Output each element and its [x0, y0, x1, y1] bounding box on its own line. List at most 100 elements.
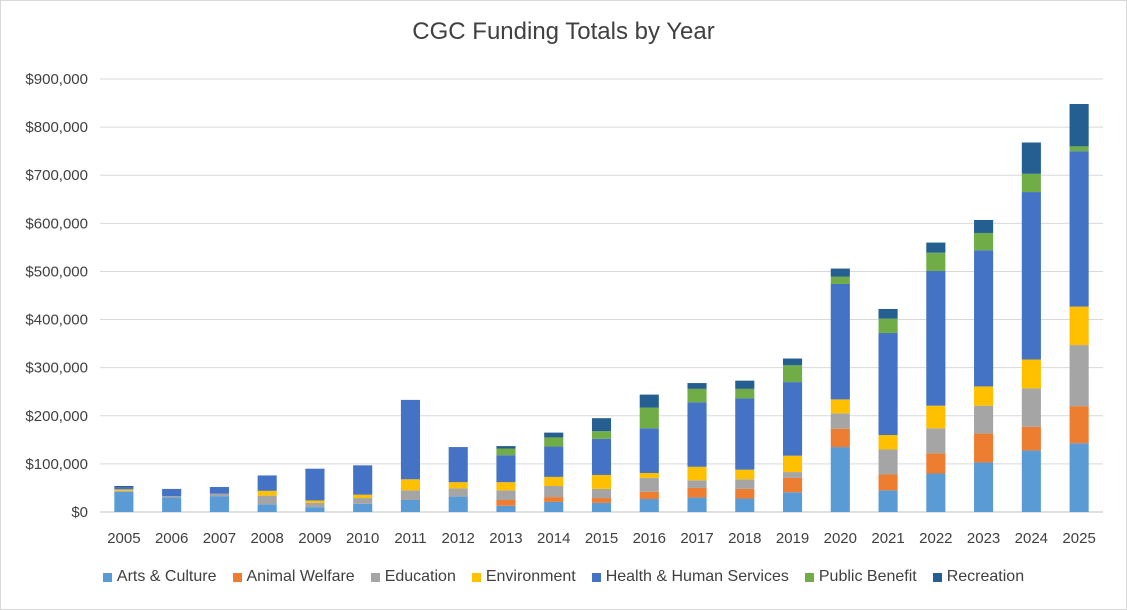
bar-segment — [782, 492, 803, 512]
legend-label: Environment — [485, 568, 576, 585]
bar-segment — [926, 242, 946, 253]
bar-segment — [448, 488, 468, 497]
legend-label: Education — [384, 568, 456, 585]
x-tick-label: 2007 — [203, 530, 236, 547]
bar-segment — [591, 431, 612, 439]
legend-item: Public Benefit — [804, 568, 917, 586]
bar-segment — [735, 380, 755, 389]
bar-segment — [400, 490, 421, 500]
x-tick-label: 2014 — [537, 530, 570, 547]
legend-swatch — [932, 572, 942, 582]
x-tick-label: 2006 — [155, 530, 188, 547]
bar-segment — [400, 399, 421, 480]
bar-segment — [782, 358, 803, 366]
y-tick-label: $200,000 — [25, 408, 88, 425]
bar-segment — [878, 449, 898, 475]
bar-segment — [735, 498, 755, 512]
x-tick-label: 2013 — [489, 530, 522, 547]
bar-segment — [1069, 443, 1089, 512]
legend-swatch — [370, 572, 380, 582]
bar-segment — [830, 428, 850, 448]
legend-label: Arts & Culture — [116, 568, 217, 585]
bar-segment — [878, 490, 898, 512]
bar-segment — [830, 283, 850, 400]
bar-segment — [209, 486, 229, 494]
bar-segment — [209, 493, 229, 497]
bar-segment — [782, 365, 803, 383]
bar-segment — [1021, 192, 1041, 360]
bar-segment — [1069, 406, 1089, 444]
bar-segment — [305, 507, 325, 512]
bar-segment — [162, 496, 182, 498]
bar-segment — [1069, 151, 1089, 307]
y-tick-label: $100,000 — [25, 456, 88, 473]
bar-segment — [162, 488, 182, 497]
bar-segment — [1021, 450, 1041, 512]
bar-segment — [544, 446, 564, 477]
bar-segment — [305, 468, 325, 501]
y-tick-label: $900,000 — [25, 71, 88, 88]
bar-segment — [639, 473, 659, 478]
bar-segment — [496, 490, 516, 500]
bar-segment — [1069, 146, 1089, 152]
bar-segment — [1069, 104, 1089, 147]
x-tick-label: 2009 — [298, 530, 331, 547]
bar-segment — [926, 473, 946, 512]
bar-segment — [974, 250, 994, 387]
bar-segment — [687, 388, 707, 403]
bar-segment — [639, 428, 659, 474]
bar-segment — [782, 477, 803, 493]
bar-segment — [782, 382, 803, 456]
bar-segment — [544, 497, 564, 502]
bar-segment — [639, 407, 659, 429]
x-tick-label: 2005 — [107, 530, 140, 547]
x-tick-label: 2011 — [394, 530, 426, 547]
bar-segment — [496, 446, 516, 449]
bar-segment — [496, 505, 516, 512]
bar-segment — [162, 497, 182, 512]
bar-segment — [687, 480, 707, 488]
bar-segment — [782, 455, 803, 473]
x-tick-label: 2010 — [346, 530, 379, 547]
bar-segment — [974, 433, 994, 463]
y-tick-label: $300,000 — [25, 360, 88, 377]
bar-segment — [878, 333, 898, 436]
bar-segment — [353, 498, 373, 504]
y-tick-label: $600,000 — [25, 215, 88, 232]
bar-segment — [400, 479, 421, 491]
legend-item: Recreation — [932, 568, 1025, 586]
bar-segment — [496, 448, 516, 456]
legend-label: Recreation — [946, 568, 1025, 585]
bar-segment — [114, 486, 134, 490]
x-tick-label: 2008 — [250, 530, 283, 547]
bar-segment — [1021, 359, 1041, 389]
legend-item: Animal Welfare — [232, 568, 355, 586]
bar-segment — [114, 490, 134, 492]
bar-segment — [305, 502, 325, 508]
bar-segment — [830, 276, 850, 284]
bar-segment — [448, 496, 468, 512]
bar-segment — [400, 499, 421, 512]
bar-segment — [639, 491, 659, 500]
bar-segment — [544, 432, 564, 438]
bar-segment — [591, 474, 612, 489]
bar-segment — [926, 405, 946, 429]
bar-segment — [926, 252, 946, 271]
x-tick-label: 2017 — [680, 530, 713, 547]
x-tick-label: 2019 — [776, 530, 809, 547]
bar-segment — [974, 219, 994, 233]
legend-swatch — [232, 572, 242, 582]
legend-label: Public Benefit — [818, 568, 917, 585]
bar-segment — [114, 486, 134, 487]
bar-segment — [257, 504, 277, 512]
bar-segment — [830, 268, 850, 277]
bar-segment — [926, 428, 946, 454]
bar-segment — [591, 438, 612, 475]
bar-segment — [448, 482, 468, 489]
legend-label: Health & Human Services — [605, 568, 789, 585]
y-tick-label: $0 — [71, 504, 88, 521]
x-tick-label: 2021 — [871, 530, 904, 547]
bar-segment — [544, 501, 564, 512]
legend-swatch — [804, 572, 814, 582]
bar-segment — [544, 486, 564, 498]
